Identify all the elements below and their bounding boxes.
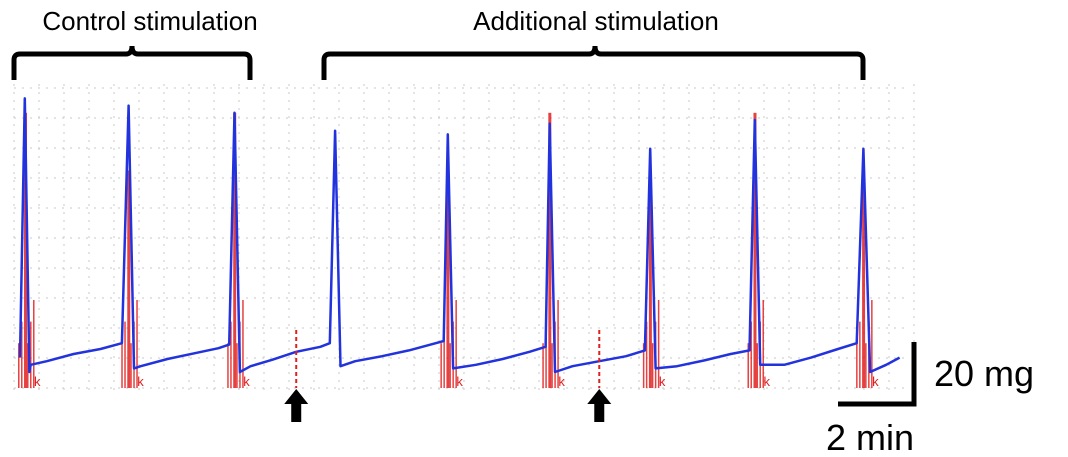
stimulation-pulse xyxy=(762,300,764,388)
stimulation-pulse xyxy=(446,170,450,388)
stimulation-pulse xyxy=(747,343,749,388)
scale-bar: 20 mg 2 min xyxy=(826,342,1034,457)
additional-bracket-label: Additional stimulation xyxy=(473,6,719,36)
stimulation-pulse xyxy=(236,343,238,388)
stimulation-pulse xyxy=(24,112,28,389)
stimulation-pulse xyxy=(124,321,126,388)
event-marker-label: k xyxy=(872,374,879,389)
stimulation-pulse xyxy=(27,343,29,388)
stimulation-pulse xyxy=(648,170,652,388)
scale-bar-y-label: 20 mg xyxy=(934,353,1034,394)
stimulation-pulse xyxy=(651,343,654,388)
stimulation-bursts xyxy=(18,112,873,389)
brackets: Control stimulation Additional stimulati… xyxy=(11,6,866,80)
stimulation-pulse xyxy=(871,300,873,388)
stimulation-pulse xyxy=(242,300,244,388)
event-marker-label: k xyxy=(456,374,463,389)
control-bracket xyxy=(11,45,253,80)
control-bracket-label: Control stimulation xyxy=(42,6,257,36)
force-trace-line xyxy=(18,97,901,374)
stimulation-pulse xyxy=(753,112,757,389)
stimulation-pulse xyxy=(227,343,229,388)
additional-stimulus-arrow xyxy=(587,330,612,422)
stimulus-arrows xyxy=(284,330,612,422)
event-marker-label: k xyxy=(243,374,250,389)
stimulation-pulse xyxy=(859,321,861,388)
gridlines xyxy=(13,84,915,390)
scale-bar-lines xyxy=(838,342,917,407)
stimulation-pulse xyxy=(18,343,20,388)
stimulation-pulse xyxy=(127,170,131,388)
additional-bracket xyxy=(321,45,866,80)
stimulation-pulse xyxy=(750,321,752,388)
stimulation-pulse xyxy=(130,343,132,388)
stimulation-pulse xyxy=(136,300,138,388)
event-marker-label: k xyxy=(763,374,770,389)
stimulation-pulse xyxy=(557,300,559,388)
stimulation-pulse xyxy=(233,112,237,389)
stimulation-pulse xyxy=(30,321,32,388)
stimulation-pulse xyxy=(21,321,23,388)
additional-stimulus-arrow xyxy=(284,330,309,422)
arrow-up-icon xyxy=(284,389,309,422)
arrow-up-icon xyxy=(587,389,612,422)
stimulation-burst xyxy=(18,112,35,389)
event-marker-label: k xyxy=(659,374,666,389)
scale-bar-x-label: 2 min xyxy=(826,417,914,457)
stimulation-pulse xyxy=(443,321,445,388)
plot-background xyxy=(14,82,910,392)
stimulation-pulse xyxy=(230,321,232,388)
event-marker-label: k xyxy=(137,374,144,389)
event-marker-label: k xyxy=(34,374,41,389)
stimulation-pulse xyxy=(545,321,547,388)
stimulation-pulse xyxy=(449,343,451,388)
stimulation-pulse xyxy=(440,343,442,388)
event-marker-label: k xyxy=(558,374,565,389)
stimulation-pulse xyxy=(756,343,758,388)
stimulation-pulse xyxy=(33,300,35,388)
stimulation-pulse xyxy=(657,300,660,388)
stimulation-pulse xyxy=(645,321,648,388)
stimulation-pulse xyxy=(862,170,866,388)
stimulation-pulse xyxy=(542,343,544,388)
stimulation-pulse xyxy=(121,343,123,388)
stimulation-pulse xyxy=(865,343,867,388)
stimulation-pulse xyxy=(856,343,858,388)
stimulation-pulse xyxy=(642,343,645,388)
stimulation-pulse xyxy=(455,300,457,388)
stimulation-pulse xyxy=(551,343,553,388)
stimulation-pulse xyxy=(548,112,552,389)
